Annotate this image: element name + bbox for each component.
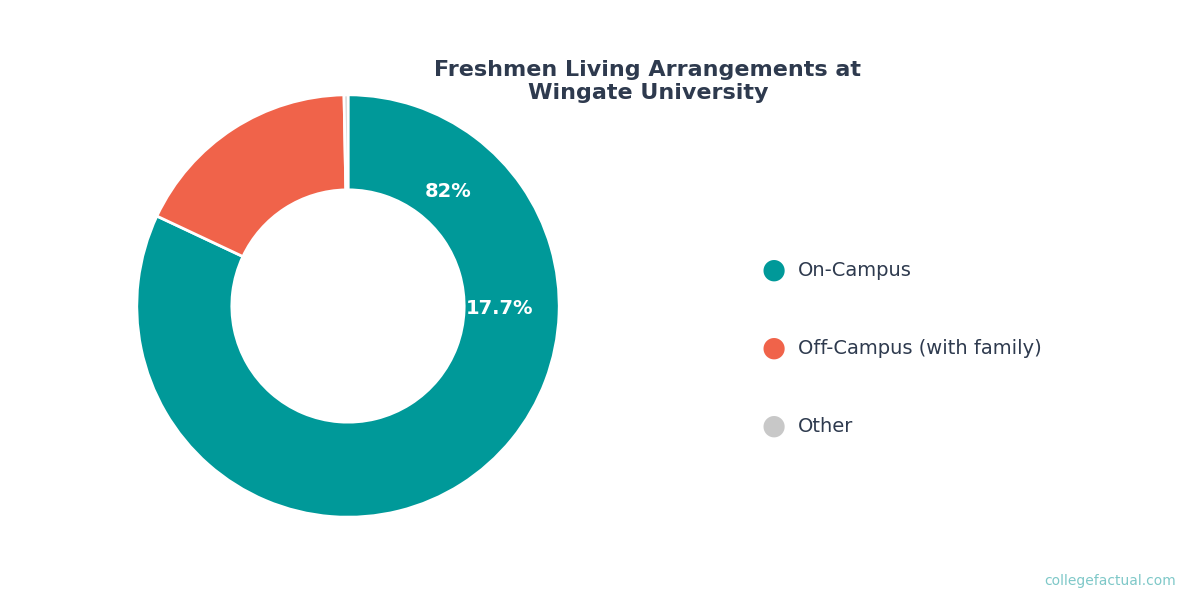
Text: On-Campus: On-Campus — [798, 260, 912, 280]
Text: 82%: 82% — [425, 182, 472, 201]
Text: ●: ● — [762, 412, 786, 440]
Wedge shape — [137, 95, 559, 517]
Text: Freshmen Living Arrangements at
Wingate University: Freshmen Living Arrangements at Wingate … — [434, 60, 862, 103]
Text: Other: Other — [798, 416, 853, 436]
Text: ●: ● — [762, 256, 786, 284]
Text: collegefactual.com: collegefactual.com — [1044, 574, 1176, 588]
Text: 17.7%: 17.7% — [467, 299, 534, 318]
Text: ●: ● — [762, 334, 786, 362]
Text: Off-Campus (with family): Off-Campus (with family) — [798, 338, 1042, 358]
Wedge shape — [344, 95, 348, 190]
Wedge shape — [157, 95, 346, 257]
